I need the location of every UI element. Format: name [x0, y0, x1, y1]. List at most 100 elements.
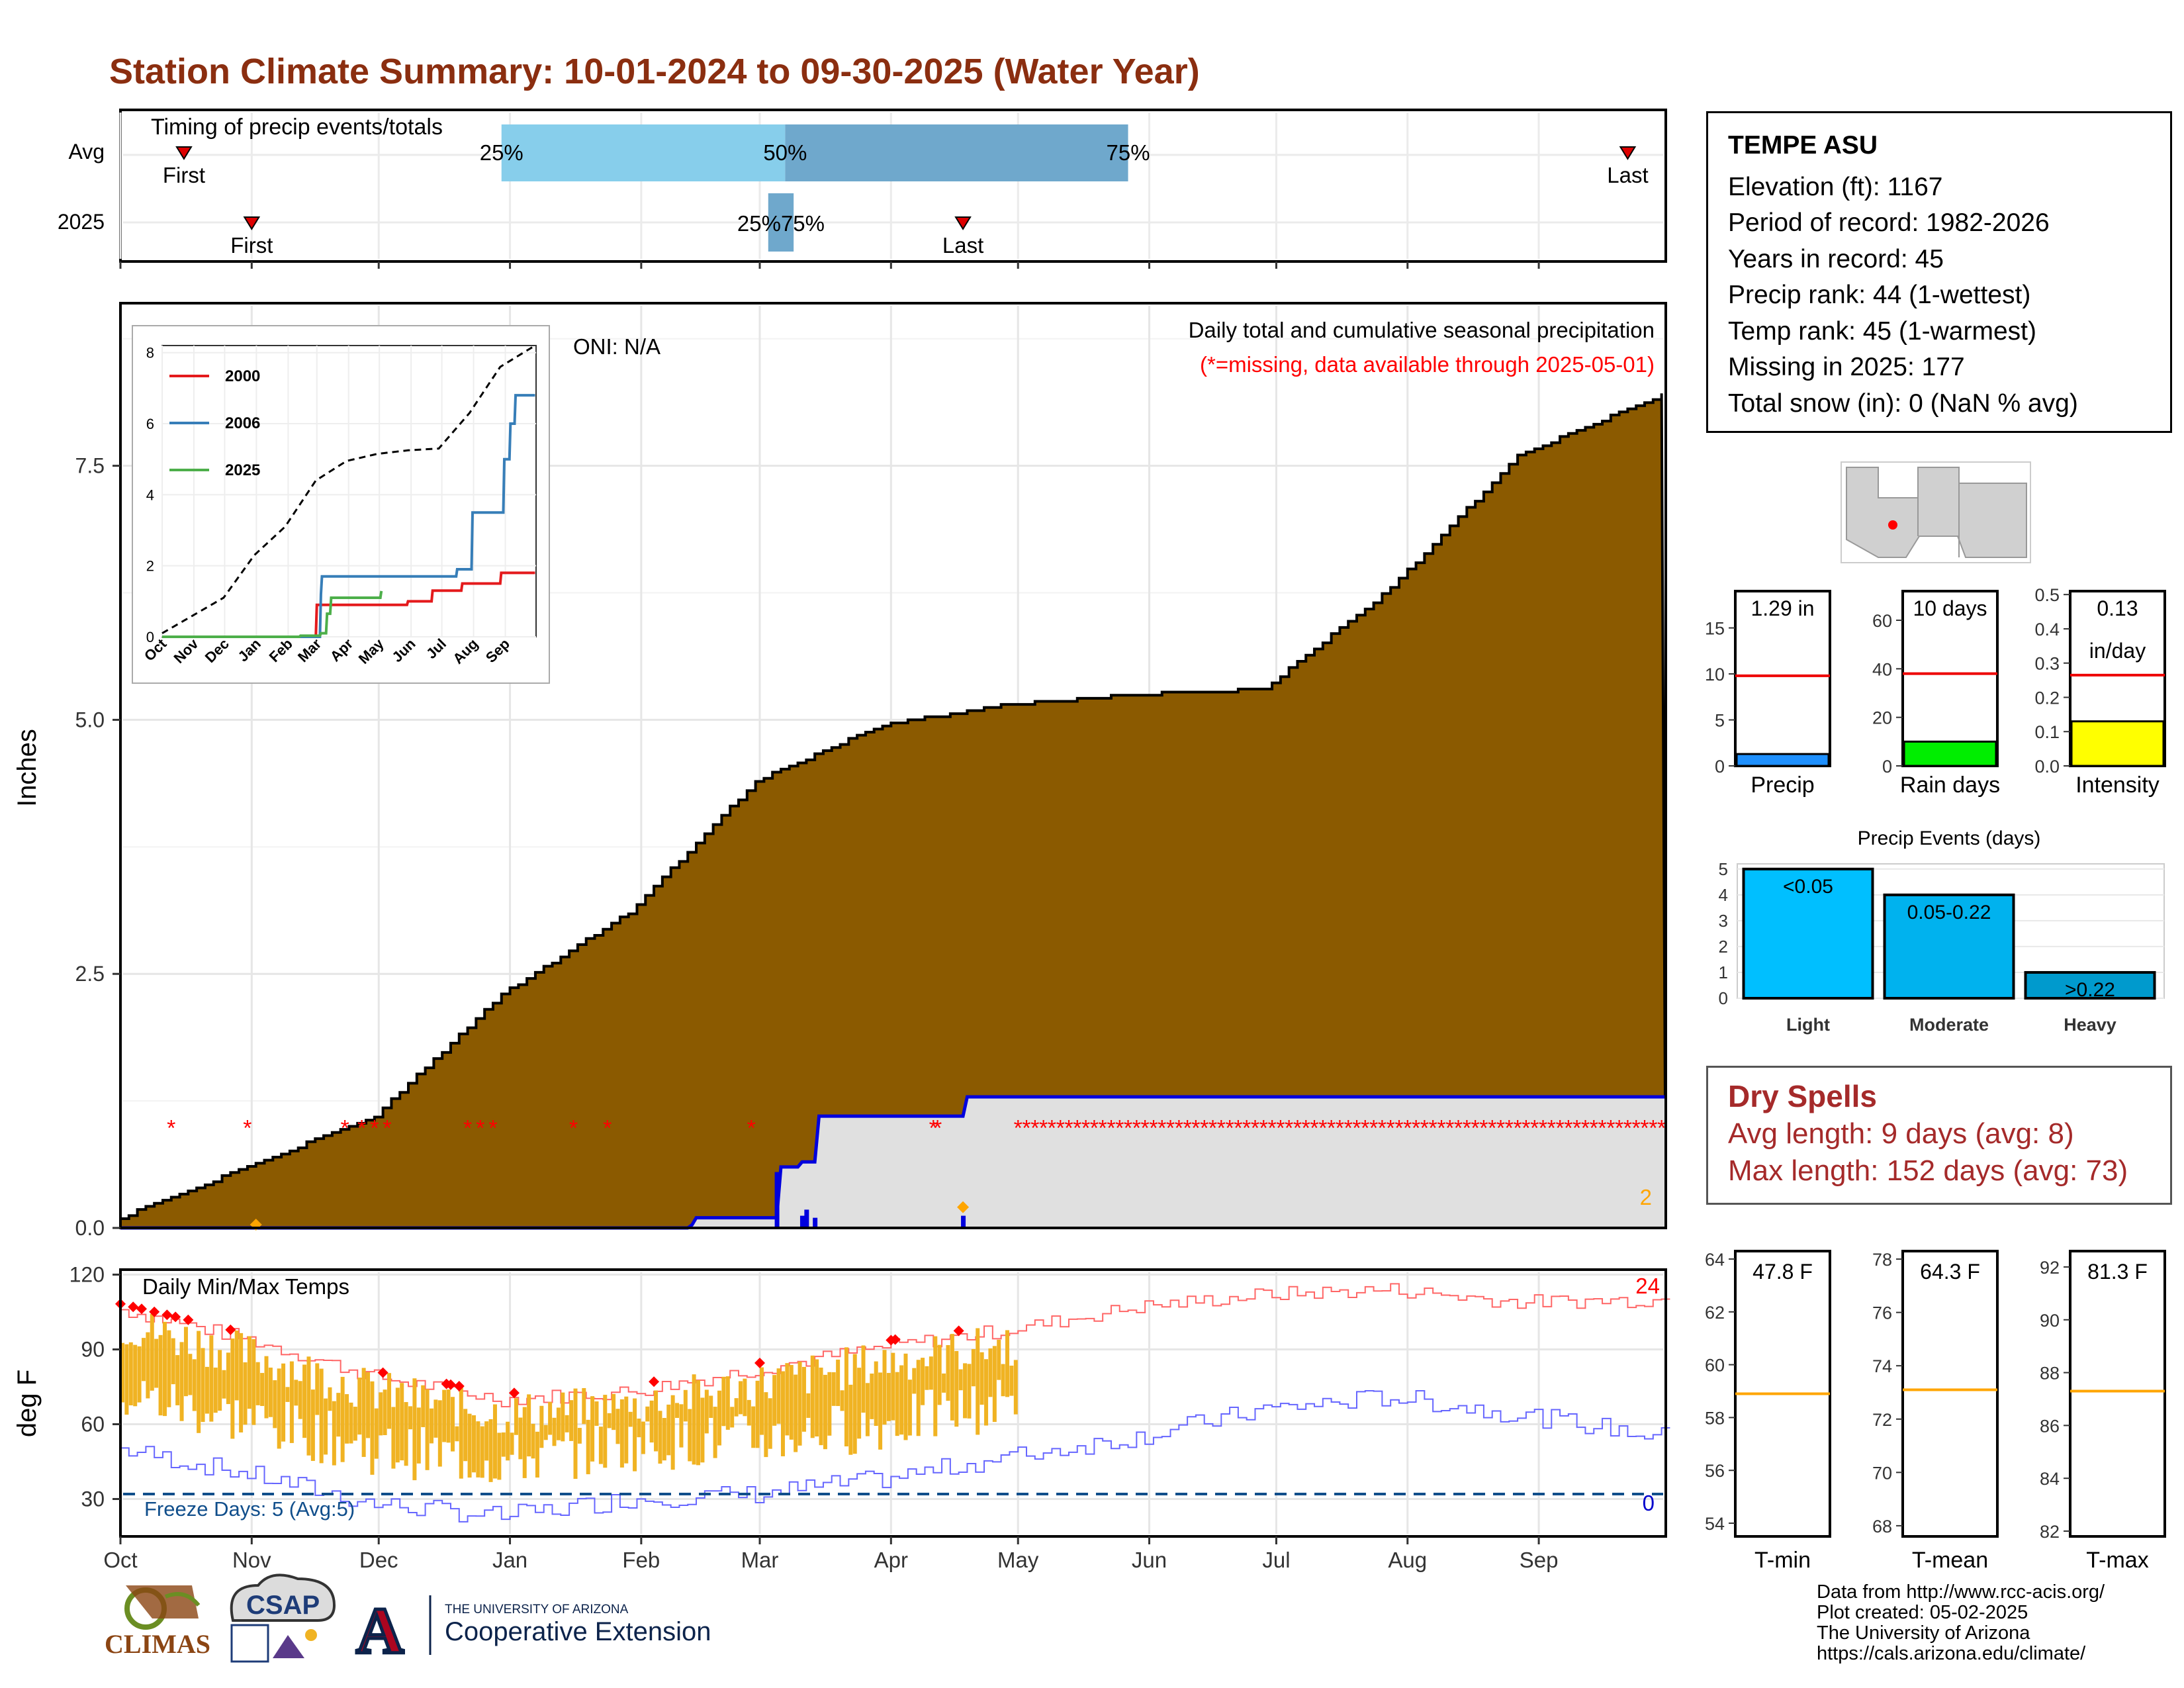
daily-temp-bar [700, 1397, 705, 1463]
avg-cumulative-area [119, 393, 1668, 1229]
precip-count-label: 2 [1640, 1185, 1652, 1209]
mini-y-tick: 0.2 [2034, 688, 2060, 708]
daily-temp-bar [561, 1392, 565, 1442]
missing-marker: * [1302, 1115, 1310, 1141]
daily-temp-bar [848, 1384, 853, 1455]
temp-y-tick: 54 [1705, 1514, 1725, 1534]
missing-marker: * [1471, 1115, 1480, 1141]
record-high-marker [149, 1306, 160, 1317]
missing-marker: * [1073, 1115, 1081, 1141]
daily-temp-bar [408, 1406, 413, 1430]
daily-temp-bar [586, 1419, 590, 1475]
temp-y-tick: 74 [1872, 1356, 1892, 1376]
missing-marker: * [1640, 1115, 1649, 1141]
inset-y-tick: 6 [146, 416, 154, 432]
daily-temp-bar [243, 1362, 248, 1425]
daily-temp-bar [154, 1338, 159, 1388]
station-missing: Missing in 2025: 177 [1728, 353, 1965, 381]
missing-marker: * [1149, 1115, 1158, 1141]
daily-temp-bar [874, 1361, 878, 1427]
footer-line: Plot created: 05-02-2025 [1817, 1602, 2028, 1623]
ua-name: THE UNIVERSITY OF ARIZONA [445, 1603, 629, 1617]
daily-temp-bar [721, 1376, 726, 1427]
missing-marker: * [476, 1115, 484, 1141]
temp-y-tick: 90 [2040, 1311, 2060, 1331]
daily-temp-bar [679, 1404, 684, 1448]
missing-marker: * [1581, 1115, 1590, 1141]
temp-y-tick: 70 [1872, 1463, 1892, 1483]
station-period: Period of record: 1982-2026 [1728, 209, 2050, 237]
daily-precip-bar [774, 1172, 780, 1228]
daily-temp-bar [1005, 1330, 1010, 1397]
daily-temp-bar [306, 1356, 311, 1456]
inset-y-tick: 0 [146, 629, 154, 645]
daily-temp-bar [976, 1328, 980, 1435]
missing-marker: * [1030, 1115, 1039, 1141]
missing-marker: * [603, 1115, 612, 1141]
missing-marker: * [1505, 1115, 1514, 1141]
freeze-days-count: 0 [1643, 1491, 1655, 1515]
daily-temp-bar [345, 1394, 349, 1444]
missing-marker: * [1615, 1115, 1623, 1141]
ua-letter: A [356, 1594, 404, 1667]
missing-marker: * [370, 1115, 379, 1141]
first-2025-label: First [230, 233, 273, 258]
daily-temp-bar [815, 1359, 819, 1437]
daily-temp-bar [510, 1432, 514, 1455]
mini-bar-rain-days [1903, 740, 1997, 767]
missing-marker: * [933, 1115, 942, 1141]
y-tick-label: 0.0 [75, 1216, 105, 1240]
daily-temp-bar [548, 1401, 553, 1435]
daily-temp-bar [133, 1344, 138, 1407]
quartile-label: 50% [763, 140, 807, 165]
daily-precip-bar [961, 1215, 966, 1228]
temp-x-label: T-max [2086, 1548, 2148, 1573]
daily-temp-bar [619, 1399, 624, 1468]
missing-marker: * [1632, 1115, 1641, 1141]
daily-temp-bar [281, 1363, 286, 1442]
inset-legend-label: 2006 [225, 414, 260, 432]
timing-row-avg: Avg [68, 140, 105, 164]
missing-marker: * [1463, 1115, 1471, 1141]
mini-y-tick: 0.5 [2034, 585, 2060, 605]
avg-first-marker [175, 146, 193, 160]
missing-marker: * [1378, 1115, 1387, 1141]
csap-logo: CSAP [230, 1573, 336, 1663]
events-y-tick: 4 [1719, 885, 1728, 905]
daily-temp-bar [289, 1361, 294, 1443]
temp-title: Daily Min/Max Temps [142, 1274, 349, 1299]
missing-marker: * [1132, 1115, 1141, 1141]
missing-marker: * [1166, 1115, 1175, 1141]
daily-temp-bar [937, 1344, 942, 1405]
missing-marker: * [1437, 1115, 1445, 1141]
daily-temp-bar [886, 1373, 891, 1421]
daily-temp-bar [340, 1376, 345, 1462]
inset-legend-label: 2000 [225, 367, 260, 385]
daily-temp-bar [497, 1432, 502, 1480]
station-years: Years in record: 45 [1728, 244, 1944, 273]
daily-temp-bar [831, 1372, 836, 1406]
avg-bar-lower [501, 124, 786, 181]
missing-marker: * [1606, 1115, 1615, 1141]
station-info-box: TEMPE ASU Elevation (ft): 1167 Period of… [1706, 111, 2172, 433]
temp-bar-frame [2069, 1250, 2166, 1538]
oni-label: ONI: N/A [573, 334, 660, 359]
y-tick-label: 30 [81, 1487, 105, 1511]
daily-temp-bar [992, 1346, 997, 1423]
y-tick-label: 5.0 [75, 708, 105, 731]
month-label: Apr [874, 1548, 908, 1572]
missing-marker: * [1285, 1115, 1293, 1141]
daily-temp-bar [298, 1381, 302, 1419]
missing-marker: * [1394, 1115, 1403, 1141]
missing-marker: * [1623, 1115, 1632, 1141]
daily-temp-bar [899, 1365, 904, 1435]
temp-x-label: T-min [1754, 1548, 1811, 1573]
daily-temp-bar [260, 1373, 265, 1406]
record-high-marker [136, 1303, 147, 1315]
mini-x-label: Intensity [2075, 773, 2160, 798]
missing-marker: * [1234, 1115, 1242, 1141]
missing-marker: * [1310, 1115, 1318, 1141]
missing-marker: * [1090, 1115, 1099, 1141]
missing-marker: * [1183, 1115, 1191, 1141]
